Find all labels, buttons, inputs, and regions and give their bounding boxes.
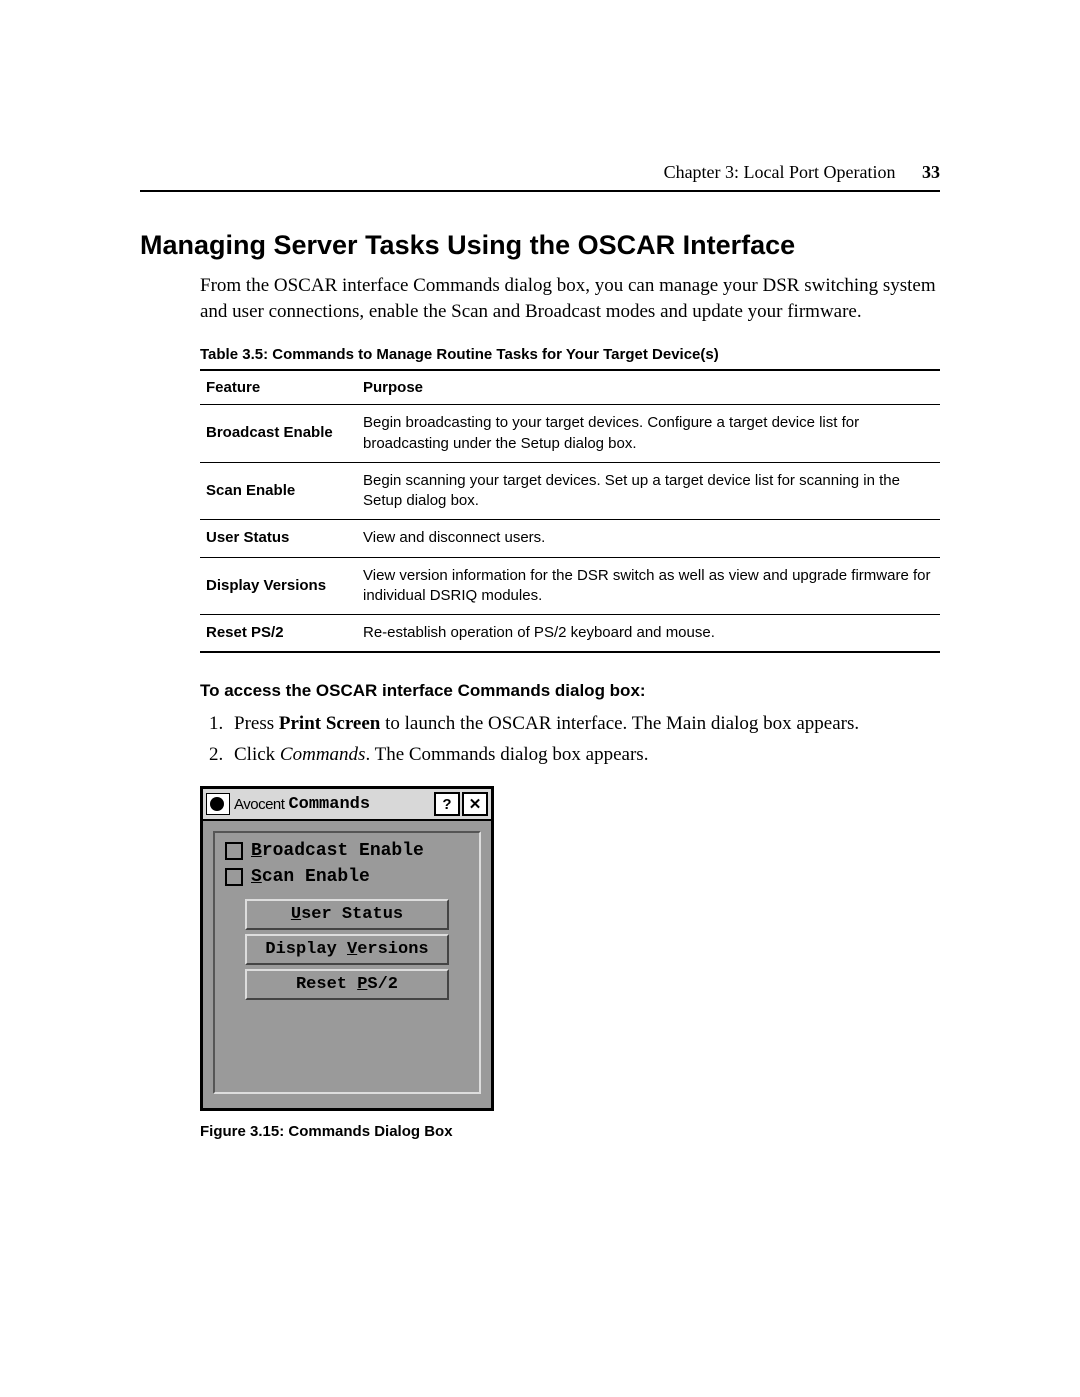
feature-cell: Display Versions bbox=[200, 557, 357, 615]
purpose-cell: Re-establish operation of PS/2 keyboard … bbox=[357, 615, 940, 653]
commands-dialog: Avocent Commands ? ✕ Broadcast Enable Sc… bbox=[200, 786, 494, 1111]
feature-cell: Broadcast Enable bbox=[200, 405, 357, 463]
purpose-cell: Begin broadcasting to your target device… bbox=[357, 405, 940, 463]
col-purpose: Purpose bbox=[357, 370, 940, 405]
broadcast-checkbox[interactable] bbox=[225, 842, 243, 860]
feature-cell: Scan Enable bbox=[200, 462, 357, 520]
display-versions-button[interactable]: Display Versions bbox=[245, 934, 449, 965]
table-row: Display Versions View version informatio… bbox=[200, 557, 940, 615]
figure-caption: Figure 3.15: Commands Dialog Box bbox=[200, 1123, 940, 1140]
section-title: Managing Server Tasks Using the OSCAR In… bbox=[140, 230, 940, 261]
broadcast-enable-row[interactable]: Broadcast Enable bbox=[225, 841, 469, 861]
dialog-title: Commands bbox=[288, 795, 370, 814]
feature-cell: User Status bbox=[200, 520, 357, 557]
scan-enable-row[interactable]: Scan Enable bbox=[225, 867, 469, 887]
purpose-cell: View and disconnect users. bbox=[357, 520, 940, 557]
running-header: Chapter 3: Local Port Operation 33 bbox=[664, 162, 940, 183]
purpose-cell: View version information for the DSR swi… bbox=[357, 557, 940, 615]
scan-label: Scan Enable bbox=[251, 867, 370, 887]
reset-ps2-button[interactable]: Reset PS/2 bbox=[245, 969, 449, 1000]
dialog-titlebar: Avocent Commands ? ✕ bbox=[203, 789, 491, 821]
table-row: Reset PS/2 Re-establish operation of PS/… bbox=[200, 615, 940, 653]
brand-label: Avocent bbox=[234, 796, 284, 813]
step-1: Press Print Screen to launch the OSCAR i… bbox=[228, 711, 940, 738]
header-rule bbox=[140, 190, 940, 192]
step-2: Click Commands. The Commands dialog box … bbox=[228, 742, 940, 769]
intro-paragraph: From the OSCAR interface Commands dialog… bbox=[200, 273, 940, 324]
table-row: User Status View and disconnect users. bbox=[200, 520, 940, 557]
avocent-logo-icon bbox=[206, 793, 230, 815]
dialog-panel: Broadcast Enable Scan Enable User Status… bbox=[213, 831, 481, 1094]
commands-table: Feature Purpose Broadcast Enable Begin b… bbox=[200, 369, 940, 653]
page-number: 33 bbox=[922, 162, 940, 182]
table-row: Scan Enable Begin scanning your target d… bbox=[200, 462, 940, 520]
col-feature: Feature bbox=[200, 370, 357, 405]
chapter-label: Chapter 3: Local Port Operation bbox=[664, 162, 896, 182]
close-button[interactable]: ✕ bbox=[462, 792, 488, 816]
table-caption: Table 3.5: Commands to Manage Routine Ta… bbox=[200, 346, 940, 363]
scan-checkbox[interactable] bbox=[225, 868, 243, 886]
subheading: To access the OSCAR interface Commands d… bbox=[200, 681, 940, 701]
user-status-button[interactable]: User Status bbox=[245, 899, 449, 930]
broadcast-label: Broadcast Enable bbox=[251, 841, 424, 861]
feature-cell: Reset PS/2 bbox=[200, 615, 357, 653]
table-row: Broadcast Enable Begin broadcasting to y… bbox=[200, 405, 940, 463]
steps-list: Press Print Screen to launch the OSCAR i… bbox=[200, 711, 940, 768]
purpose-cell: Begin scanning your target devices. Set … bbox=[357, 462, 940, 520]
help-button[interactable]: ? bbox=[434, 792, 460, 816]
